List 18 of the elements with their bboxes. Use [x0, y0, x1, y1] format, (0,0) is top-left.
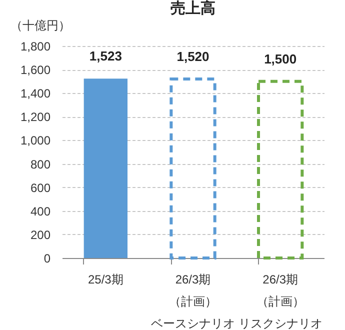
y-tick-label: 0 — [44, 252, 51, 266]
data-label: 1,500 — [264, 51, 297, 66]
data-label: 1,520 — [176, 48, 210, 64]
y-tick-label: 600 — [30, 180, 51, 195]
x-tick-label: 25/3期 — [88, 272, 124, 286]
y-tick-label: 1,200 — [20, 110, 51, 124]
y-tick-label: 1,000 — [20, 134, 51, 148]
y-tick-label: 1,800 — [20, 40, 51, 54]
y-tick-label: 800 — [30, 157, 51, 172]
y-axis-title: （十億円） — [10, 18, 70, 32]
x-tick-label: 26/3期（計画）ベースシナリオ — [151, 272, 235, 330]
y-tick-label: 1,600 — [20, 63, 51, 78]
y-tick-label: 400 — [30, 204, 51, 218]
data-label: 1,523 — [89, 48, 122, 64]
x-tick-label: 26/3期（計画）リスクシナリオ — [238, 272, 322, 330]
y-tick-label: 200 — [30, 228, 51, 242]
chart-title: 売上高 — [170, 0, 216, 17]
y-tick-label: 1,400 — [20, 86, 51, 101]
